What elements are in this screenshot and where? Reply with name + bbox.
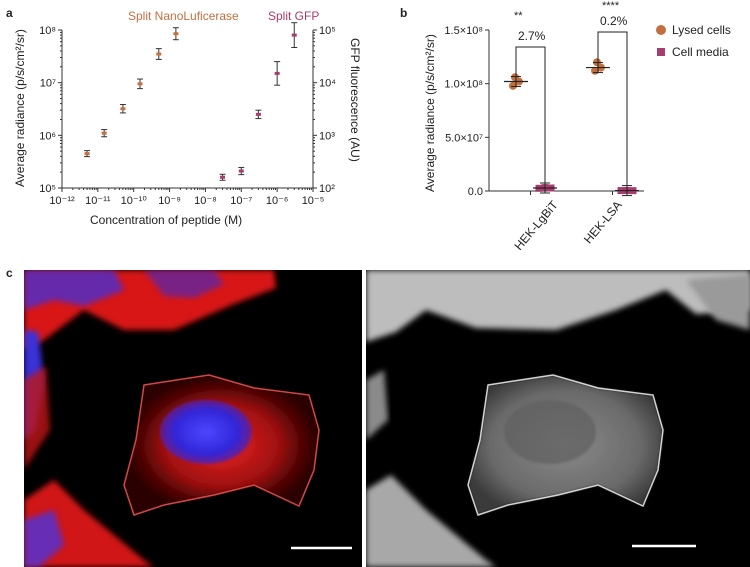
legend-lysed-marker — [656, 25, 666, 35]
point-lysed-cells — [509, 81, 517, 90]
y-tick-label: 10⁶ — [39, 130, 56, 142]
data-point-gfp — [255, 112, 261, 116]
b-y-tick-label: 1.5×10⁸ — [444, 25, 483, 37]
b-y-axis-label: Average radiance (p/s/cm²/sr) — [423, 34, 437, 192]
data-point-nanoluc — [173, 32, 179, 36]
b-y-tick-label: 5.0×10⁷ — [445, 132, 483, 144]
data-point-nanoluc — [101, 131, 107, 135]
b-y-tick-label: 1.0×10⁸ — [444, 79, 483, 91]
y-tick-label: 10⁸ — [39, 25, 56, 37]
y2-tick-label: 10² — [319, 183, 335, 195]
legend-media-label: Cell media — [672, 45, 729, 59]
pct-lgbit: 2.7% — [518, 29, 546, 43]
x-axis-label: Concentration of peptide (M) — [90, 213, 243, 227]
significance-bracket — [515, 46, 546, 186]
panel-c-letter: c — [6, 266, 13, 280]
series-label-nanoluc: Split NanoLuficerase — [128, 9, 239, 23]
y-tick-label: 10⁷ — [40, 78, 56, 90]
data-point-nanoluc — [84, 152, 90, 156]
y-tick-label: 10⁵ — [39, 183, 56, 195]
x-tick-label: 10⁻⁷ — [230, 195, 252, 207]
pct-lsa: 0.2% — [600, 14, 628, 28]
panel-b-letter: b — [400, 6, 408, 20]
legend-media-marker — [657, 48, 665, 56]
y2-tick-label: 10⁵ — [319, 25, 336, 37]
y2-tick-label: 10⁴ — [319, 78, 336, 90]
legend-lysed-label: Lysed cells — [672, 23, 731, 37]
x-tick-label: 10⁻⁵ — [302, 195, 325, 207]
data-point-gfp — [220, 175, 226, 179]
x-tick-label: 10⁻¹⁰ — [121, 195, 148, 207]
b-y-tick-label: 0.0 — [468, 186, 483, 198]
x-tick-label: 10⁻⁹ — [158, 195, 181, 207]
data-point-gfp — [291, 33, 297, 37]
merged-micrograph — [24, 270, 362, 567]
panel-b-chart: 0.0 5.0×10⁷ 1.0×10⁸ 1.5×10⁸ — [444, 25, 644, 198]
panel-a-chart: 10⁻¹² 10⁻¹¹ 10⁻¹⁰ 10⁻⁹ 10⁻⁸ 10⁻⁷ 10⁻⁶ 10⁻⁵ 10⁵ 10… — [39, 22, 336, 207]
x-tick-label: 10⁻⁸ — [194, 195, 217, 207]
sig-lgbit: ** — [514, 10, 523, 22]
data-point-gfp — [274, 71, 280, 75]
x-tick-label: 10⁻⁶ — [266, 195, 289, 207]
grayscale-micrograph — [366, 270, 750, 567]
data-point-gfp — [238, 169, 244, 173]
data-point-nanoluc — [137, 82, 143, 86]
sig-lsa: **** — [602, 0, 620, 12]
x-tick-label: 10⁻¹¹ — [85, 195, 111, 207]
data-point-nanoluc — [156, 52, 162, 56]
data-point-nanoluc — [120, 107, 126, 111]
x-tick-label: 10⁻¹² — [49, 195, 75, 207]
y2-tick-label: 10³ — [319, 130, 335, 142]
significance-bracket — [597, 31, 628, 186]
panel-a-letter: a — [6, 6, 13, 20]
series-label-gfp: Split GFP — [268, 9, 320, 23]
